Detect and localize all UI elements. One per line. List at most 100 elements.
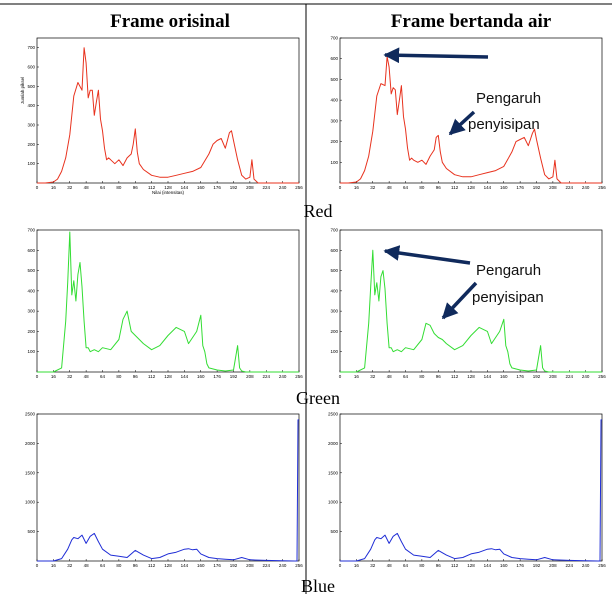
x-tick-label: 144 (484, 185, 492, 190)
x-tick-label: 80 (419, 185, 425, 190)
y-tick-label: 300 (330, 118, 338, 123)
row-label-green: Green (296, 388, 340, 408)
x-tick-label: 256 (295, 374, 303, 379)
x-tick-label: 224 (565, 563, 573, 568)
histogram-blue-original: 0 16 32 48 64 80 96 112 128 144 160 176 192 208 224 240… (25, 412, 303, 569)
x-tick-label: 64 (100, 563, 106, 568)
x-tick-label: 48 (387, 563, 393, 568)
x-tick-label: 0 (36, 185, 39, 190)
x-tick-label: 96 (133, 563, 139, 568)
x-tick-label: 160 (197, 374, 205, 379)
x-tick-label: 128 (164, 374, 172, 379)
x-tick-label: 176 (213, 563, 221, 568)
x-tick-label: 224 (262, 563, 270, 568)
x-tick-label: 0 (339, 563, 342, 568)
arrow-green-shift (441, 281, 478, 320)
x-tick-label: 16 (354, 185, 360, 190)
x-tick-label: 128 (467, 563, 475, 568)
x-tick-label: 80 (116, 185, 122, 190)
y-tick-label: 200 (330, 329, 338, 334)
y-tick-label: 600 (27, 65, 35, 70)
x-tick-label: 176 (516, 563, 524, 568)
x-tick-label: 96 (133, 374, 139, 379)
plot-frame (36, 37, 300, 184)
x-tick-label: 128 (467, 374, 475, 379)
x-tick-label: 128 (467, 185, 475, 190)
x-tick-label: 96 (133, 185, 139, 190)
x-tick-label: 144 (484, 374, 492, 379)
x-tick-label: 64 (403, 374, 409, 379)
x-tick-label: 240 (279, 185, 287, 190)
x-tick-label: 224 (262, 374, 270, 379)
x-tick-label: 176 (516, 185, 524, 190)
arrows-layer (383, 47, 489, 320)
x-tick-label: 208 (549, 563, 557, 568)
arrow-red-shift (448, 110, 476, 136)
x-tick-label: 64 (100, 185, 106, 190)
x-tick-label: 160 (500, 374, 508, 379)
plot-frame (339, 413, 603, 562)
plot-frame (36, 413, 300, 562)
y-tick-label: 600 (330, 56, 338, 61)
annotation-green-line1: Pengaruh (476, 262, 541, 279)
x-tick-label: 32 (370, 374, 376, 379)
y-tick-label: 600 (330, 248, 338, 253)
x-tick-label: 48 (84, 374, 90, 379)
y-tick-label: 1500 (328, 470, 339, 475)
x-tick-label: 144 (181, 563, 189, 568)
x-tick-label: 112 (451, 374, 459, 379)
annotation-green: Pengaruh penyisipan (472, 262, 544, 306)
y-tick-label: 200 (27, 142, 35, 147)
x-tick-label: 48 (84, 185, 90, 190)
x-tick-label: 112 (148, 563, 156, 568)
x-tick-label: 224 (565, 374, 573, 379)
plot-frame (339, 37, 603, 184)
x-tick-label: 48 (84, 563, 90, 568)
y-tick-label: 2000 (328, 441, 339, 446)
histogram-red-original: 0 16 32 48 64 80 96 112 128 144 160 176 192 208 224 240… (20, 37, 303, 195)
x-tick-label: 208 (549, 185, 557, 190)
x-tick-label: 176 (213, 185, 221, 190)
x-tick-label: 240 (582, 563, 590, 568)
x-axis-label: Nilai (intensitas) (152, 190, 185, 195)
x-tick-label: 240 (279, 563, 287, 568)
histogram-red-watermarked: 0 16 32 48 64 80 96 112 128 144 160 176 192 208 224 240… (330, 36, 606, 191)
x-tick-label: 160 (197, 563, 205, 568)
x-tick-label: 128 (164, 185, 172, 190)
row-label-blue: Blue (301, 576, 335, 594)
series-line-red-original (37, 47, 299, 184)
x-tick-label: 256 (598, 374, 606, 379)
x-tick-label: 48 (387, 374, 393, 379)
x-tick-label: 192 (230, 185, 238, 190)
y-tick-label: 600 (27, 248, 35, 253)
y-tick-label: 100 (330, 349, 338, 354)
plots-layer: 0 16 32 48 64 80 96 112 128 144 160 176 192 208 224 240… (20, 36, 606, 569)
y-tick-label: 500 (330, 529, 338, 534)
x-tick-label: 16 (354, 563, 360, 568)
arrow-red-peak (383, 47, 489, 64)
header-original: Frame orisinal (110, 11, 230, 32)
y-tick-label: 1000 (25, 500, 36, 505)
x-tick-label: 32 (67, 563, 73, 568)
y-tick-label: 400 (27, 103, 35, 108)
x-tick-label: 0 (339, 185, 342, 190)
annotation-red-line1: Pengaruh (476, 90, 541, 107)
arrow-green-peak (383, 245, 471, 265)
x-tick-label: 144 (181, 185, 189, 190)
x-tick-label: 160 (500, 185, 508, 190)
x-tick-label: 192 (533, 374, 541, 379)
x-tick-label: 96 (436, 374, 442, 379)
x-tick-label: 32 (67, 374, 73, 379)
x-tick-label: 80 (116, 563, 122, 568)
x-tick-label: 0 (339, 374, 342, 379)
x-tick-label: 16 (354, 374, 360, 379)
y-tick-label: 100 (27, 349, 35, 354)
y-tick-label: 400 (330, 288, 338, 293)
y-tick-label: 500 (27, 529, 35, 534)
histogram-green-original: 0 16 32 48 64 80 96 112 128 144 160 176 192 208 224 240… (27, 228, 303, 380)
y-tick-label: 700 (27, 228, 35, 233)
y-tick-label: 500 (27, 84, 35, 89)
x-tick-label: 128 (164, 563, 172, 568)
series-line-blue-original (37, 419, 299, 562)
x-tick-label: 0 (36, 374, 39, 379)
